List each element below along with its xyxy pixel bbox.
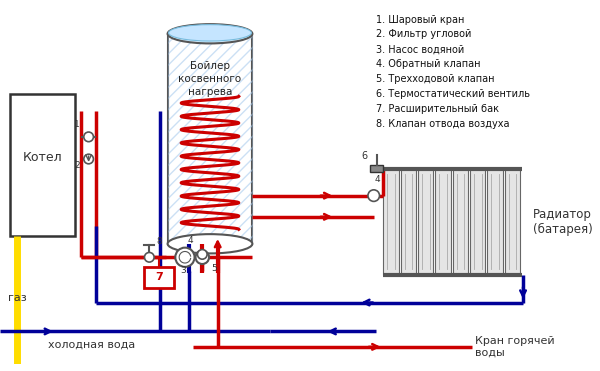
Text: 2: 2: [74, 161, 80, 170]
Circle shape: [175, 247, 194, 267]
Text: 2. Фильтр угловой: 2. Фильтр угловой: [376, 29, 471, 39]
Text: 4: 4: [375, 175, 380, 184]
Text: Радиатор
(батарея): Радиатор (батарея): [533, 207, 592, 236]
Bar: [505, 169, 520, 275]
Circle shape: [84, 132, 94, 142]
Bar: [418, 169, 433, 275]
Circle shape: [84, 154, 94, 164]
Bar: [370, 165, 383, 173]
Bar: [470, 169, 485, 275]
Bar: [436, 169, 451, 275]
Text: 1. Шаровый кран: 1. Шаровый кран: [376, 14, 464, 24]
Bar: [487, 169, 503, 275]
Ellipse shape: [167, 234, 253, 253]
Text: 5. Трехходовой клапан: 5. Трехходовой клапан: [376, 74, 494, 84]
Text: 5: 5: [211, 264, 217, 273]
Text: Котел: Котел: [23, 151, 62, 164]
Text: 6. Термостатический вентиль: 6. Термостатический вентиль: [376, 89, 530, 99]
Ellipse shape: [167, 24, 253, 43]
Bar: [167, 34, 253, 244]
Ellipse shape: [169, 24, 251, 41]
Text: Бойлер
косвенного
нагрева: Бойлер косвенного нагрева: [178, 61, 242, 97]
Text: 7. Расширительный бак: 7. Расширительный бак: [376, 104, 499, 114]
Text: Кран горячей
воды: Кран горячей воды: [475, 336, 554, 358]
Circle shape: [368, 190, 380, 201]
Bar: [167, 34, 253, 244]
Text: 1: 1: [74, 120, 80, 129]
Text: 8. Клапан отвода воздуха: 8. Клапан отвода воздуха: [376, 119, 509, 129]
Text: 4. Обратный клапан: 4. Обратный клапан: [376, 59, 480, 69]
Text: 3. Насос водяной: 3. Насос водяной: [376, 45, 464, 55]
Bar: [143, 267, 175, 288]
Circle shape: [197, 250, 207, 259]
Text: холодная вода: холодная вода: [48, 340, 136, 350]
Text: газ: газ: [8, 293, 26, 303]
Text: 8: 8: [156, 237, 162, 246]
Circle shape: [145, 252, 154, 262]
Bar: [453, 169, 468, 275]
Bar: [383, 169, 399, 275]
Circle shape: [196, 250, 209, 264]
Bar: [401, 169, 416, 275]
Text: 3: 3: [180, 266, 186, 275]
Text: 7: 7: [155, 272, 163, 282]
Text: 6: 6: [361, 151, 367, 161]
Text: 4: 4: [188, 236, 194, 245]
Bar: [10, 93, 75, 236]
